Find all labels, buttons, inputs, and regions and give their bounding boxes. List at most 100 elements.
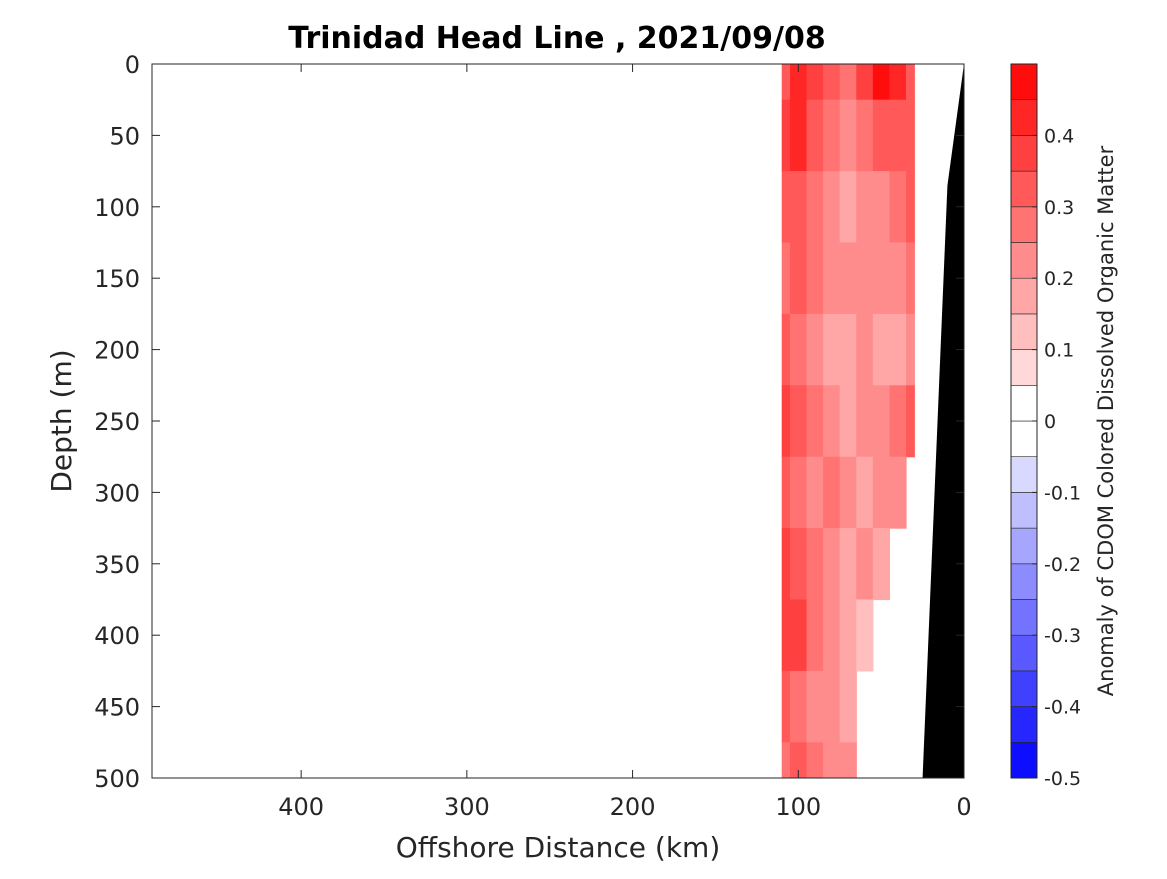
field-cell (856, 64, 874, 101)
x-axis-label: Offshore Distance (km) (396, 831, 721, 864)
field-cell (906, 99, 915, 172)
field-cell (790, 64, 808, 101)
field-cell (790, 171, 808, 244)
field-cell (823, 599, 841, 672)
colorbar-band (1010, 492, 1038, 529)
field-cell (790, 670, 808, 743)
seafloor-shape (922, 64, 964, 778)
colorbar-tick-label: 0.1 (1044, 340, 1074, 362)
field-cell (889, 242, 907, 315)
field-cell (806, 599, 824, 672)
field-cell (872, 528, 891, 601)
y-axis-label: Depth (m) (45, 349, 78, 492)
colorbar-band (1010, 563, 1038, 600)
field-cell (781, 742, 791, 778)
x-axis-ticks: 400 300 200 100 0 (278, 64, 972, 821)
field-cell (781, 456, 791, 529)
field-cell (889, 385, 907, 458)
field-cell (806, 64, 824, 101)
field-cell (806, 456, 824, 529)
y-tick-label: 200 (94, 337, 140, 365)
field-cell (790, 313, 808, 386)
field-cell (872, 64, 891, 101)
colorbar-label: Anomaly of CDOM Colored Dissolved Organi… (1094, 145, 1118, 696)
field-cell (781, 171, 791, 244)
field-cell (906, 171, 915, 244)
colorbar-tick-label: -0.5 (1044, 768, 1081, 790)
field-cell (839, 99, 857, 172)
cdom-anomaly-field (781, 64, 915, 778)
y-tick-label: 500 (94, 765, 140, 793)
field-cell (790, 528, 808, 601)
colorbar-ticks: 0.4 0.3 0.2 0.1 0 -0.1 -0.2 -0.3 -0.4 -0.5 (1032, 125, 1081, 790)
colorbar-band (1010, 170, 1038, 208)
colorbar-band (1010, 634, 1038, 672)
field-cell (856, 171, 874, 244)
y-tick-label: 400 (94, 622, 140, 650)
colorbar-band (1010, 242, 1038, 279)
field-cell (790, 599, 808, 672)
field-cell (872, 313, 891, 386)
field-cell (839, 242, 857, 315)
colorbar-band (1010, 670, 1038, 707)
field-cell (839, 742, 857, 778)
field-cell (781, 670, 791, 743)
field-cell (781, 313, 791, 386)
y-tick-label: 450 (94, 694, 140, 722)
y-tick-label: 150 (94, 265, 140, 293)
field-cell (806, 528, 824, 601)
field-cell (781, 599, 791, 672)
y-axis-ticks: 0 50 100 150 200 250 300 350 400 450 500 (94, 51, 964, 793)
field-cell (839, 599, 857, 672)
field-cell (781, 242, 791, 315)
field-cell (839, 456, 857, 529)
colorbar-tick-label: -0.4 (1044, 697, 1081, 719)
field-cell (856, 385, 874, 458)
field-cell (856, 313, 874, 386)
colorbar-band (1010, 741, 1038, 779)
field-cell (790, 742, 808, 778)
field-cell (806, 313, 824, 386)
colorbar-band (1010, 99, 1038, 136)
colorbar-band (1010, 206, 1038, 243)
field-cell (856, 599, 874, 672)
y-tick-label: 350 (94, 551, 140, 579)
colorbar-band (1010, 63, 1038, 101)
field-cell (823, 670, 841, 743)
field-cell (839, 670, 857, 743)
colorbar-band (1010, 527, 1038, 565)
plot-area: 400 300 200 100 0 0 50 100 150 200 250 300 350 400 45… (94, 51, 971, 821)
field-cell (856, 528, 874, 601)
field-cell (806, 99, 824, 172)
field-cell (856, 242, 874, 315)
field-cell (889, 64, 907, 101)
field-cell (872, 99, 891, 172)
field-cell (823, 528, 841, 601)
field-cell (790, 242, 808, 315)
colorbar-band (1010, 599, 1038, 636)
field-cell (906, 313, 915, 386)
y-tick-label: 300 (94, 479, 140, 507)
colorbar: 0.4 0.3 0.2 0.1 0 -0.1 -0.2 -0.3 -0.4 -0.5 (1010, 63, 1081, 790)
field-cell (823, 742, 841, 778)
field-cell (823, 171, 841, 244)
x-tick-label: 400 (278, 793, 324, 821)
y-tick-label: 0 (125, 51, 140, 79)
colorbar-tick-label: -0.1 (1044, 482, 1081, 504)
field-cell (781, 64, 791, 101)
colorbar-tick-label: 0.4 (1044, 125, 1074, 147)
field-cell (823, 385, 841, 458)
field-cell (906, 242, 915, 315)
field-cell (889, 313, 907, 386)
y-tick-label: 100 (94, 194, 140, 222)
field-cell (823, 313, 841, 386)
colorbar-band (1010, 313, 1038, 350)
colorbar-band (1010, 384, 1038, 422)
field-cell (806, 242, 824, 315)
field-cell (889, 99, 907, 172)
colorbar-band (1010, 135, 1038, 172)
field-cell (790, 385, 808, 458)
colorbar-tick-label: 0 (1044, 411, 1056, 433)
